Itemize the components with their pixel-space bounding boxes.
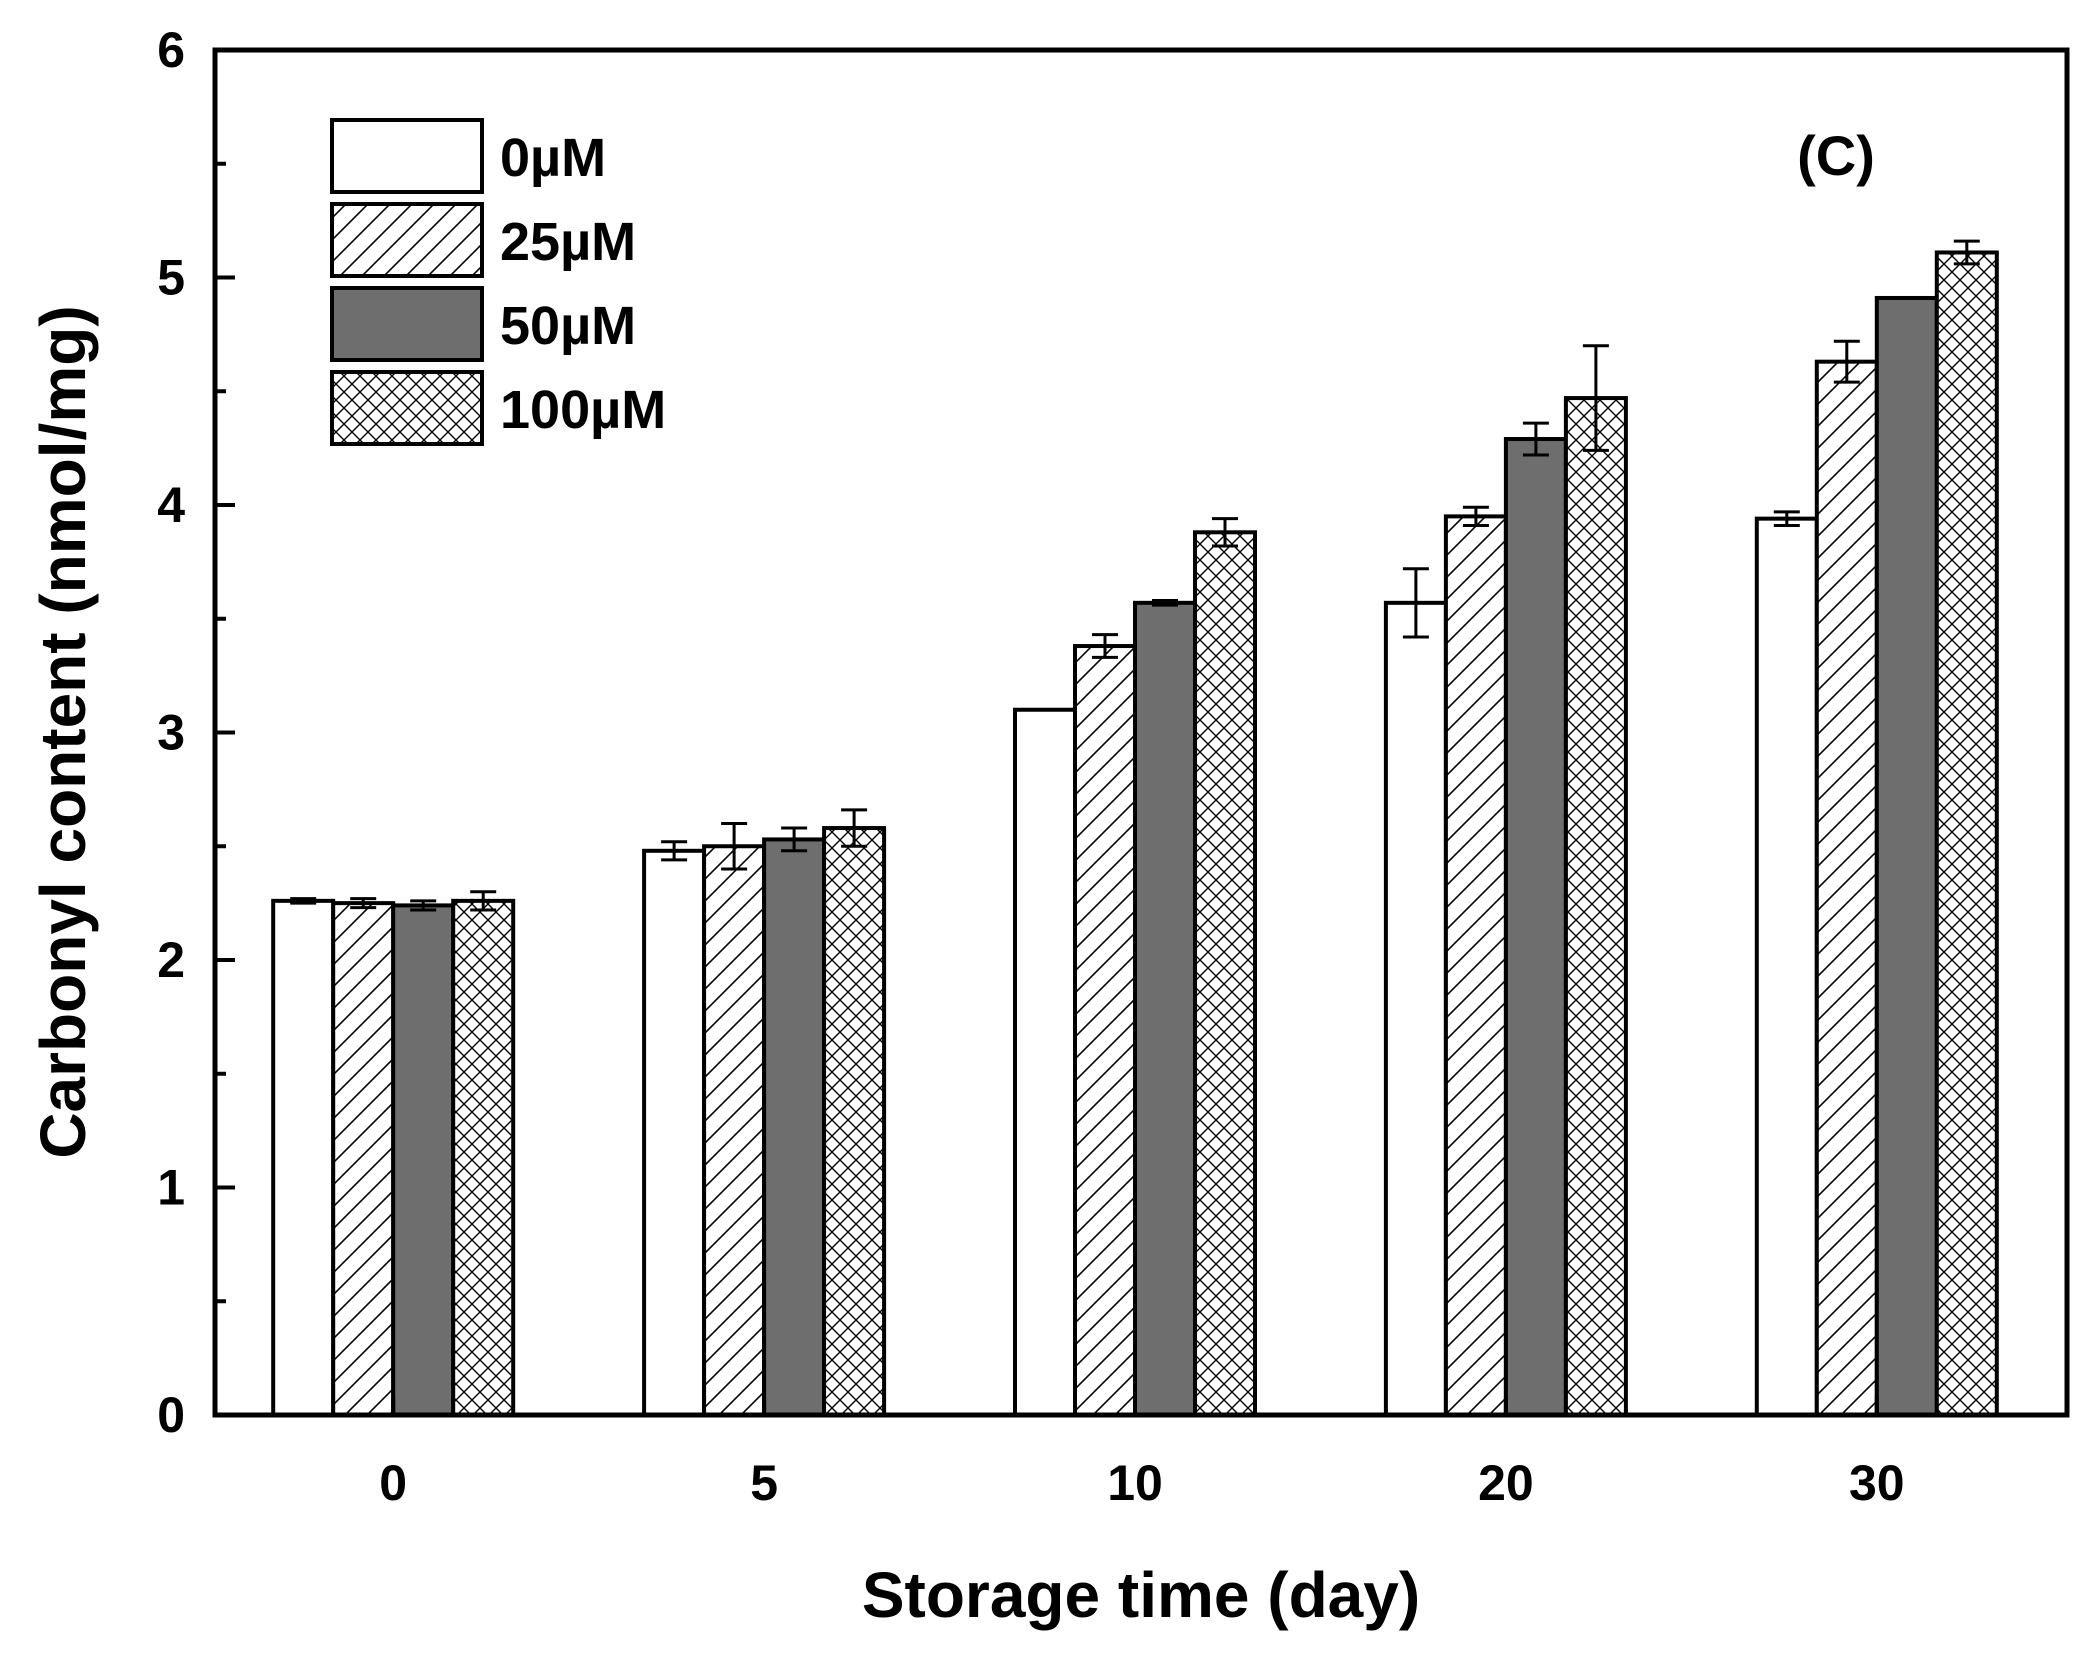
bar-0µM-day-0	[271, 898, 336, 1417]
legend-swatch-0µM	[330, 118, 484, 194]
x-axis: 0 5 10 20 30	[379, 1397, 1905, 1511]
y-tick-label: 6	[157, 22, 185, 78]
x-axis-title: Storage time (day)	[862, 1559, 1420, 1631]
x-tick-label: 20	[1478, 1455, 1534, 1511]
error-bars-group	[290, 239, 1980, 912]
legend-label: 100µM	[500, 380, 666, 440]
bar-0µM-day-5	[642, 848, 707, 1417]
x-tick-label: 5	[750, 1455, 778, 1511]
bars-group	[271, 250, 1999, 1418]
legend-swatch-100µM	[330, 370, 484, 446]
bar-100µM-day-10	[1193, 530, 1257, 1417]
bar-100µM-day-20	[1563, 396, 1628, 1417]
bar-50µM-day-0	[391, 903, 456, 1418]
bar-100µM-day-5	[822, 826, 887, 1417]
y-tick-label: 3	[157, 705, 185, 761]
legend: 0µM 25µM 50µM 100µM	[330, 118, 666, 446]
bar-100µM-day-30	[1934, 250, 1999, 1418]
legend-label: 25µM	[500, 212, 636, 272]
legend-swatch-25µM	[330, 202, 484, 278]
bar-0µM-day-30	[1754, 516, 1819, 1417]
bar-25µM-day-0	[331, 901, 396, 1417]
y-tick-label: 1	[157, 1160, 185, 1216]
bar-25µM-day-5	[702, 844, 767, 1417]
y-tick-label: 4	[157, 477, 185, 533]
y-tick-label: 0	[157, 1387, 185, 1443]
bar-50µM-day-5	[762, 837, 827, 1417]
bar-100µM-day-0	[451, 898, 516, 1417]
bar-50µM-day-30	[1874, 295, 1939, 1418]
bar-50µM-day-20	[1503, 437, 1568, 1417]
bar-25µM-day-10	[1073, 644, 1137, 1417]
x-tick-label: 10	[1107, 1455, 1163, 1511]
x-tick-label: 0	[379, 1455, 407, 1511]
panel-label: (C)	[1797, 124, 1875, 187]
legend-label: 50µM	[500, 296, 636, 356]
y-axis: 0 1 2 3 4 5 6	[157, 22, 235, 1443]
legend-label: 0µM	[500, 128, 606, 188]
bar-50µM-day-10	[1133, 600, 1197, 1417]
bar-25µM-day-20	[1443, 514, 1508, 1417]
x-tick-label: 30	[1849, 1455, 1905, 1511]
legend-swatch-50µM	[330, 286, 484, 362]
y-axis-title: Carbonyl content (nmol/mg)	[27, 305, 99, 1158]
bar-25µM-day-30	[1814, 359, 1879, 1417]
y-tick-label: 5	[157, 250, 185, 306]
bar-0µM-day-20	[1383, 600, 1448, 1417]
y-tick-label: 2	[157, 932, 185, 988]
bar-0µM-day-10	[1013, 707, 1077, 1417]
